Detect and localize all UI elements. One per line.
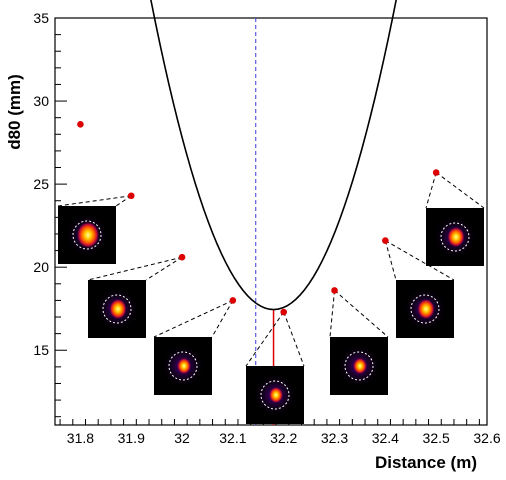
inset-connector (334, 290, 389, 338)
beam-spot-image (154, 337, 212, 395)
data-point (432, 169, 440, 176)
inset-circle (72, 220, 102, 250)
inset-connector (153, 299, 234, 338)
beam-spot-image (88, 280, 146, 338)
y-tick-label: 35 (33, 10, 49, 26)
x-tick-label: 32.6 (473, 430, 500, 446)
inset-connector (384, 240, 397, 281)
inset-circle (344, 351, 374, 381)
beam-spot (447, 227, 465, 247)
data-points (77, 121, 440, 316)
y-axis-title: d80 (mm) (5, 74, 24, 150)
x-tick-label: 31.9 (118, 430, 145, 446)
data-point (382, 237, 389, 244)
fit-curve (150, 0, 397, 311)
data-point (127, 192, 135, 200)
inset-images (58, 206, 484, 424)
data-point (280, 308, 288, 316)
data-point (229, 297, 237, 304)
inset-connector (211, 300, 234, 338)
inset-circle (410, 294, 440, 324)
reference-lines (255, 18, 275, 425)
x-tick-label: 32.2 (270, 430, 297, 446)
inset-connectors (57, 172, 485, 367)
beam-spot-image (330, 337, 388, 395)
data-point (178, 253, 186, 261)
x-tick-label: 31.8 (67, 430, 94, 446)
inset-circle (260, 380, 290, 410)
beam-spot (109, 299, 127, 319)
inset-connector (57, 195, 132, 207)
inset-connector (435, 172, 485, 209)
inset-circle (102, 294, 132, 324)
beam-spot-image (246, 366, 304, 424)
inset-connector (283, 311, 305, 367)
beam-spot-image (58, 206, 116, 264)
x-tick-label: 32 (174, 430, 190, 446)
inset-connector (245, 311, 285, 367)
inset-connector (425, 172, 437, 209)
y-tick-label: 20 (33, 259, 49, 275)
inset-circle (168, 351, 198, 381)
x-axis-title: Distance (m) (375, 453, 477, 472)
inset-connector (329, 290, 336, 338)
beam-spot-image (396, 280, 454, 338)
y-tick-label: 30 (33, 93, 49, 109)
x-tick-label: 32.4 (372, 430, 399, 446)
x-axis: 31.8 31.9 32 32.1 32.2 32.3 32.4 32.5 32.6 (59, 419, 501, 446)
data-point (331, 287, 338, 294)
x-tick-label: 32.1 (219, 430, 246, 446)
beam-spot (417, 299, 435, 319)
beam-spot (353, 358, 367, 374)
inset-connector (385, 240, 455, 281)
inset-connector (87, 256, 183, 281)
x-tick-label: 32.3 (321, 430, 348, 446)
fit-curve-layer (150, 0, 397, 311)
inset-connector (145, 256, 183, 281)
y-tick-label: 15 (33, 342, 49, 358)
beam-spot-image (426, 208, 484, 266)
beam-spot (269, 387, 283, 403)
plot-area (54, 17, 488, 426)
inset-circle (440, 222, 470, 252)
beam-spot (76, 222, 100, 248)
plot-border (54, 17, 488, 426)
y-tick-label: 25 (33, 176, 49, 192)
x-tick-label: 32.5 (423, 430, 450, 446)
beam-spot (177, 358, 191, 374)
data-point (77, 121, 84, 128)
